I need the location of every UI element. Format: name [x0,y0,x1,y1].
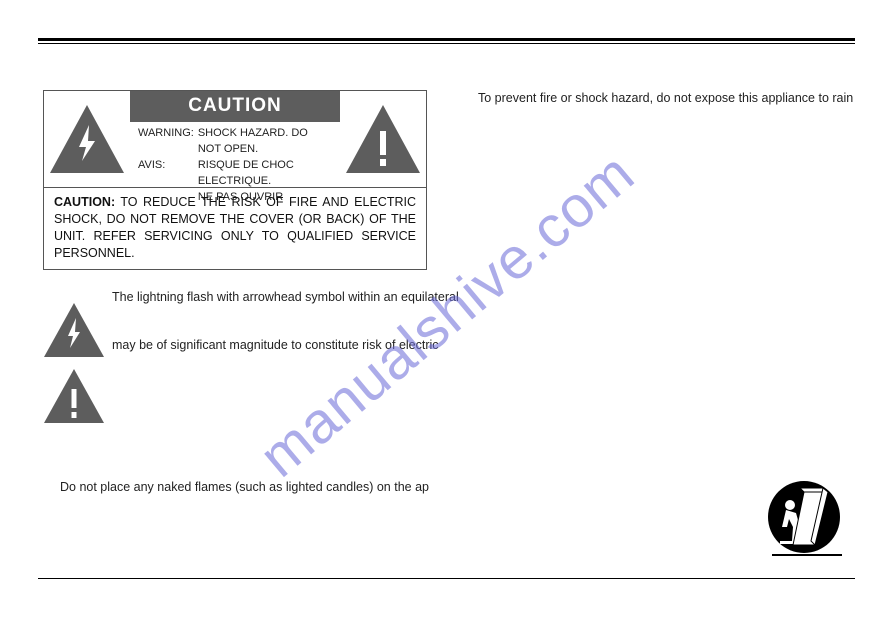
bottom-rule [38,578,855,579]
exclaim-triangle-icon [344,103,422,175]
tip-over-hazard-icon [760,477,848,570]
caution-header: CAUTION [130,91,340,122]
caution-body: CAUTION: TO REDUCE THE RISK OF FIRE AND … [44,187,426,268]
lightning-description-line1: The lightning flash with arrowhead symbo… [112,290,572,304]
top-double-rule [38,38,855,44]
caution-body-lead: CAUTION: [54,195,115,209]
naked-flames-text: Do not place any naked flames (such as l… [60,480,620,494]
exclaim-triangle-small [43,368,105,429]
lightning-triangle-cell [44,91,130,187]
lightning-triangle-icon [48,103,126,175]
lightning-description-line2: may be of significant magnitude to const… [112,338,572,352]
avis-text-a: RISQUE DE CHOC ELECTRIQUE. [198,159,294,187]
warning-text: SHOCK HAZARD. DO NOT OPEN. [196,126,334,158]
caution-box: CAUTION WARNING: SHOCK HAZARD. DO NOT OP… [43,90,427,270]
lightning-triangle-small [43,302,105,363]
prevent-fire-text: To prevent fire or shock hazard, do not … [478,91,858,105]
caution-mid-column: CAUTION WARNING: SHOCK HAZARD. DO NOT OP… [130,91,340,187]
exclaim-triangle-cell [340,91,426,187]
caution-box-top-row: CAUTION WARNING: SHOCK HAZARD. DO NOT OP… [44,91,426,187]
warning-label: WARNING: [136,126,196,158]
